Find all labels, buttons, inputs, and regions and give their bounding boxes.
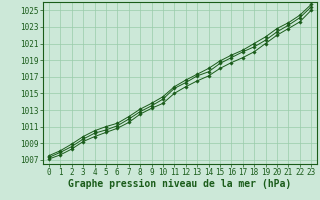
X-axis label: Graphe pression niveau de la mer (hPa): Graphe pression niveau de la mer (hPa) [68,179,292,189]
